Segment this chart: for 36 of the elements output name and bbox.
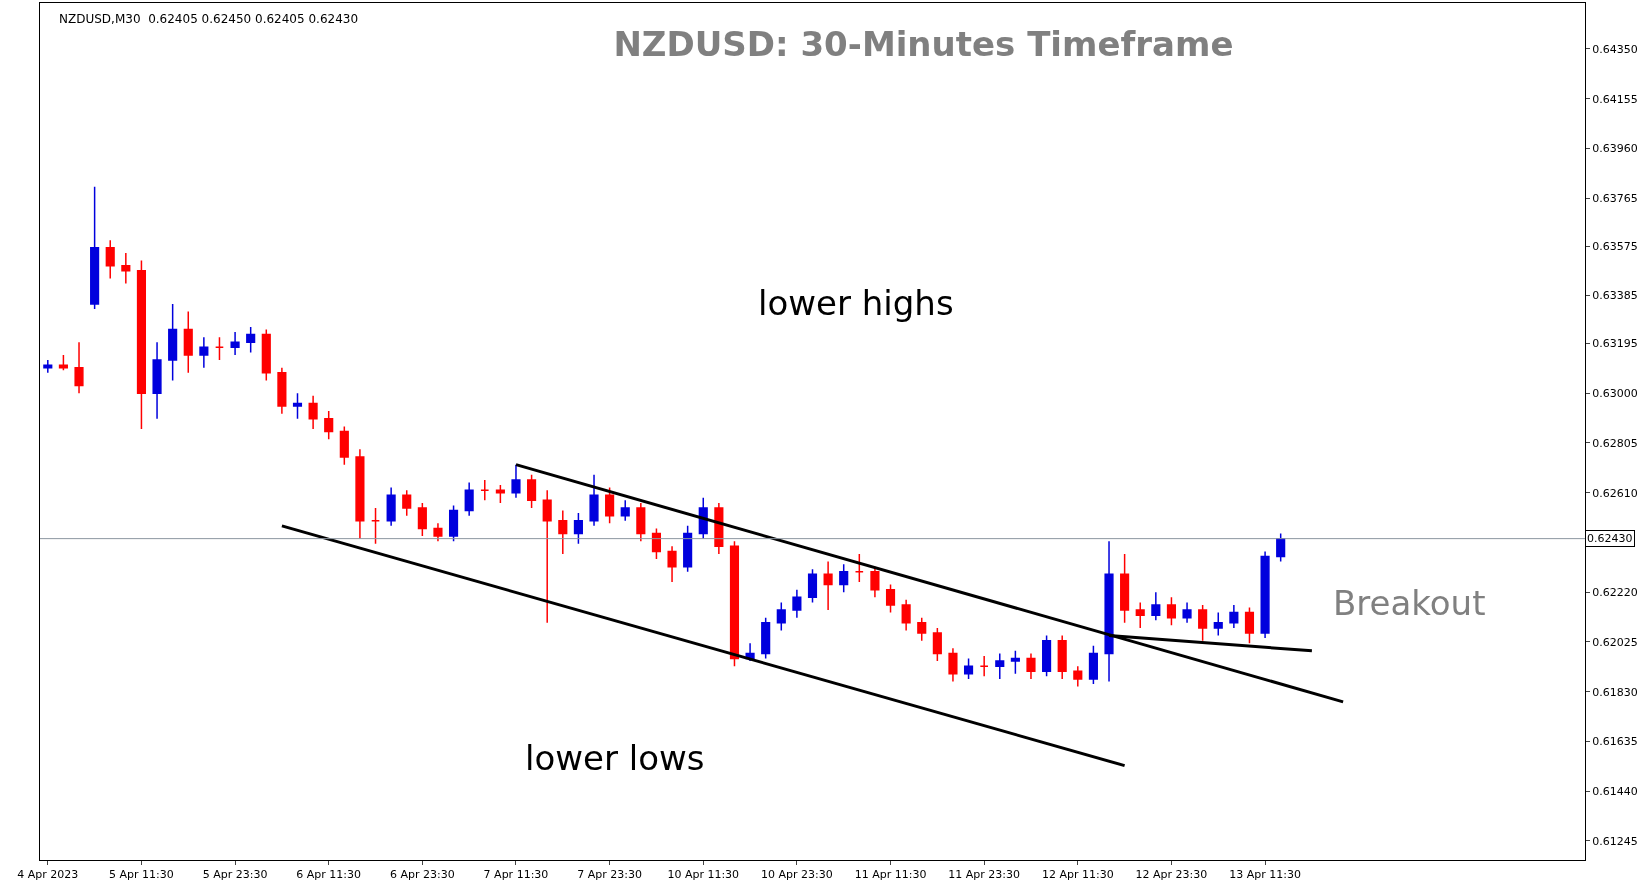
x-tick-label: 10 Apr 23:30: [761, 868, 833, 882]
y-tick-label: 0.61245: [1592, 834, 1638, 848]
y-tick-label: 0.63960: [1592, 142, 1638, 156]
x-tick-label: 13 Apr 11:30: [1229, 868, 1301, 882]
text: NZDUSD: 30-Minutes Timeframe: [613, 24, 1234, 65]
y-tick-label: 0.63765: [1592, 191, 1638, 205]
annotation: lower lows: [525, 738, 705, 778]
ref-line-label: 0.62430: [1587, 532, 1633, 545]
x-tick-label: 10 Apr 11:30: [667, 868, 740, 882]
y-tick-label: 0.62805: [1592, 436, 1638, 450]
x-tick-label: 11 Apr 11:30: [854, 868, 927, 882]
x-tick-label: 7 Apr 11:30: [483, 868, 549, 882]
x-tick-label: 5 Apr 11:30: [109, 868, 174, 882]
x-tick-label: 5 Apr 23:30: [202, 868, 268, 882]
y-tick-label: 0.64155: [1592, 92, 1638, 106]
y-tick-label: 0.63000: [1592, 387, 1638, 401]
y-tick-label: 0.61635: [1592, 735, 1638, 749]
x-tick-label: 6 Apr 23:30: [389, 868, 455, 882]
y-tick-label: 0.63195: [1592, 337, 1638, 351]
y-tick-label: 0.61440: [1592, 784, 1638, 798]
y-tick-label: 0.61830: [1592, 685, 1638, 699]
y-tick-label: 0.62220: [1592, 586, 1638, 600]
x-tick-label: 7 Apr 23:30: [577, 868, 642, 882]
y-tick-label: 0.63385: [1592, 288, 1638, 302]
y-tick-label: 0.62025: [1592, 635, 1638, 649]
x-tick-label: 4 Apr 2023: [17, 868, 79, 882]
annotation: Breakout: [1333, 583, 1486, 623]
x-tick-label: 6 Apr 11:30: [296, 868, 362, 882]
y-tick-label: 0.64350: [1592, 42, 1638, 56]
x-tick-label: 12 Apr 11:30: [1041, 868, 1114, 882]
annotation: lower highs: [758, 283, 954, 323]
y-tick-label: 0.63575: [1592, 240, 1638, 254]
annotation: NZDUSD,M30 0.62405 0.62450 0.62405 0.62430: [59, 12, 359, 26]
y-tick-label: 0.62610: [1592, 486, 1638, 500]
x-tick-label: 11 Apr 23:30: [948, 868, 1021, 882]
x-tick-label: 12 Apr 23:30: [1135, 868, 1208, 882]
